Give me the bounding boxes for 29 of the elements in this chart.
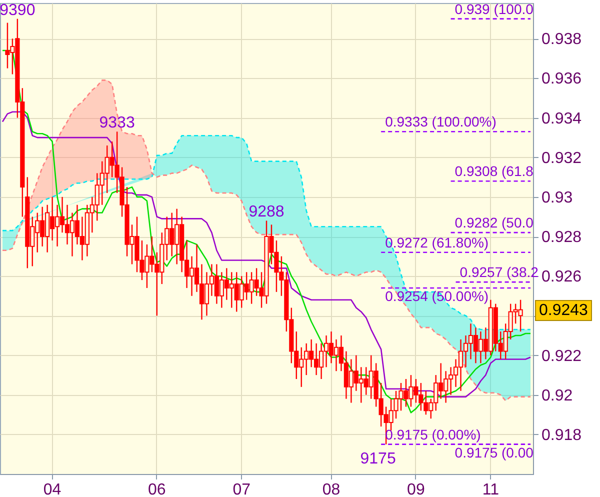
y-tick-label: 0.93 — [542, 189, 573, 206]
y-tick-label: 0.922 — [542, 348, 582, 365]
y-tick-label: 0.932 — [542, 150, 582, 167]
series-label: 0.9257 (38.2 — [460, 264, 539, 280]
y-tick-label: 0.938 — [542, 31, 582, 48]
x-tick-label: 06 — [148, 482, 166, 497]
annotation: 9390 — [0, 2, 36, 19]
y-tick-label: 0.926 — [542, 268, 582, 286]
y-tick-label: 0.934 — [542, 110, 582, 128]
series-label: 0.9254 (50.00%) — [385, 288, 489, 304]
y-tick-label: 0.92 — [542, 387, 573, 404]
y-tick-label: 0.936 — [542, 70, 582, 88]
x-tick-label: 07 — [232, 482, 251, 497]
x-tick-label: 04 — [43, 482, 62, 497]
series-label: 0.9282 (50.0 — [454, 214, 534, 231]
series-label: 0.939 (100.0 — [454, 0, 534, 17]
series-label: 0.9308 (61.8 — [454, 163, 534, 180]
y-tick-label: 0.928 — [542, 229, 582, 246]
y-tick-label: 0.918 — [542, 426, 582, 444]
annotation: 9333 — [99, 114, 135, 132]
series-label: 0.9333 (100.00%) — [385, 114, 496, 130]
text: 0.9243 — [535, 300, 592, 321]
x-tick-label: 09 — [407, 482, 425, 497]
series-label: 0.9175 (0.00 — [454, 444, 534, 460]
x-tick-label: 08 — [322, 482, 340, 497]
annotation: 9175 — [360, 450, 396, 468]
annotation: 9288 — [248, 204, 284, 221]
series-label: 0.9272 (61.80%) — [385, 234, 489, 250]
x-tick-label: 11 — [482, 482, 500, 497]
